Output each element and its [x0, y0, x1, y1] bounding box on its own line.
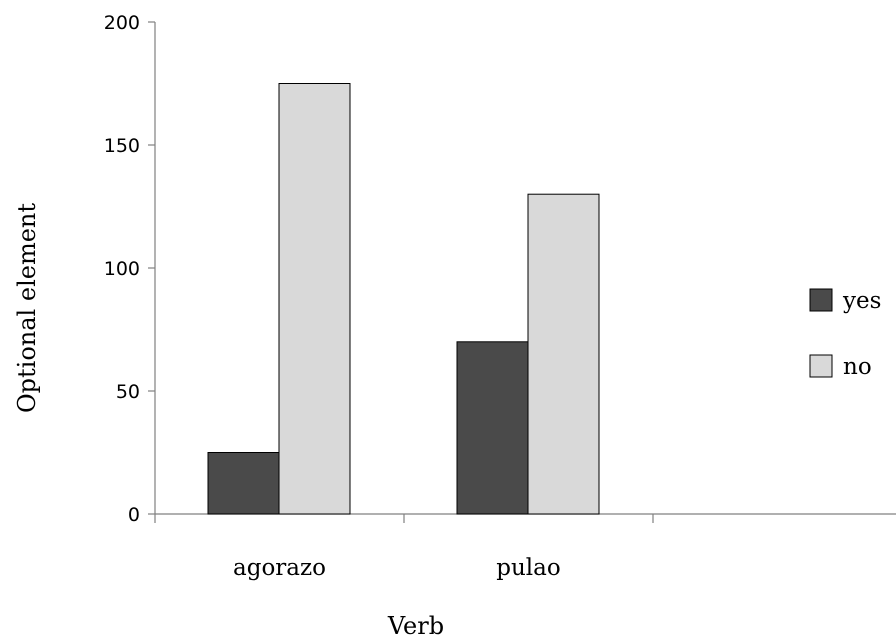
category-labels: agorazo pulao — [233, 555, 561, 581]
bars-group — [207, 83, 600, 515]
legend-swatch-no — [809, 354, 833, 378]
y-axis-title: Optional element — [13, 203, 41, 413]
x-axis-ticks — [154, 514, 654, 523]
y-tick-label: 0 — [128, 504, 140, 526]
y-tick-label: 50 — [116, 381, 140, 403]
y-tick-label: 200 — [104, 12, 140, 34]
bar-no-agorazo — [278, 83, 351, 515]
x-category-label: agorazo — [233, 555, 326, 581]
legend: yes no — [809, 288, 881, 380]
y-axis-ticks: 0 50 100 150 200 — [104, 12, 155, 526]
y-tick-label: 150 — [104, 135, 140, 157]
x-category-label: pulao — [496, 555, 560, 581]
y-tick-label: 100 — [104, 258, 140, 280]
bar-yes-agorazo — [207, 452, 280, 515]
legend-label-yes: yes — [842, 288, 881, 314]
bar-no-pulao — [527, 193, 600, 515]
legend-swatch-yes — [809, 288, 833, 312]
plot-area: 0 50 100 150 200 agorazo pulao — [104, 12, 896, 581]
x-axis-title: Verb — [387, 612, 444, 640]
bar-yes-pulao — [456, 341, 529, 515]
legend-label-no: no — [843, 354, 872, 380]
